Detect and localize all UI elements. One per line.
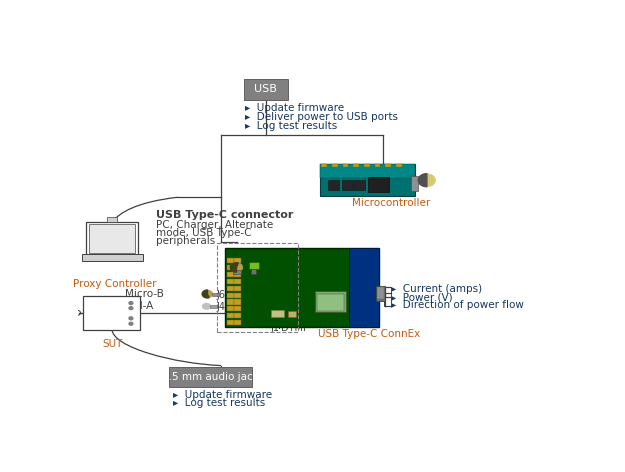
FancyBboxPatch shape — [328, 180, 339, 190]
Text: J4: J4 — [216, 302, 225, 312]
FancyBboxPatch shape — [227, 265, 234, 270]
Text: ▸  Log test results: ▸ Log test results — [173, 397, 265, 408]
FancyBboxPatch shape — [86, 222, 138, 255]
Circle shape — [202, 290, 212, 298]
FancyBboxPatch shape — [234, 272, 241, 277]
Text: mode, USB Type-C: mode, USB Type-C — [156, 228, 251, 238]
FancyBboxPatch shape — [320, 164, 415, 196]
FancyBboxPatch shape — [349, 248, 379, 327]
Polygon shape — [418, 174, 427, 187]
FancyBboxPatch shape — [317, 294, 344, 311]
Text: 3.5 mm audio jack: 3.5 mm audio jack — [162, 372, 259, 382]
FancyBboxPatch shape — [354, 180, 366, 190]
FancyBboxPatch shape — [288, 311, 296, 317]
Polygon shape — [230, 263, 239, 272]
FancyBboxPatch shape — [234, 286, 241, 291]
Text: ▸  Deliver power to USB ports: ▸ Deliver power to USB ports — [245, 112, 398, 122]
FancyBboxPatch shape — [234, 299, 241, 304]
FancyBboxPatch shape — [227, 258, 234, 263]
FancyBboxPatch shape — [234, 313, 241, 318]
Polygon shape — [202, 290, 209, 298]
FancyBboxPatch shape — [212, 293, 219, 296]
Circle shape — [129, 322, 133, 325]
FancyBboxPatch shape — [271, 310, 284, 317]
FancyBboxPatch shape — [342, 164, 348, 167]
Text: J6: J6 — [216, 290, 225, 300]
Text: Proxy Controller: Proxy Controller — [72, 279, 156, 289]
Text: J1: J1 — [271, 323, 280, 334]
FancyBboxPatch shape — [251, 269, 256, 274]
FancyBboxPatch shape — [396, 164, 402, 167]
Text: Micro-B: Micro-B — [124, 289, 163, 299]
FancyBboxPatch shape — [107, 217, 117, 222]
FancyBboxPatch shape — [227, 306, 234, 312]
FancyBboxPatch shape — [227, 272, 234, 277]
FancyBboxPatch shape — [227, 320, 234, 325]
FancyBboxPatch shape — [211, 305, 217, 308]
Text: ▸  Log test results: ▸ Log test results — [245, 121, 338, 131]
FancyBboxPatch shape — [169, 367, 251, 387]
FancyBboxPatch shape — [374, 164, 381, 167]
FancyBboxPatch shape — [234, 306, 241, 312]
FancyBboxPatch shape — [227, 299, 234, 304]
FancyBboxPatch shape — [320, 164, 415, 177]
Circle shape — [129, 317, 133, 320]
FancyBboxPatch shape — [315, 291, 346, 312]
FancyBboxPatch shape — [332, 164, 338, 167]
Text: ▸  Direction of power flow: ▸ Direction of power flow — [391, 300, 523, 310]
FancyBboxPatch shape — [249, 262, 259, 269]
FancyBboxPatch shape — [234, 293, 241, 298]
Text: USB Type-C ConnEx: USB Type-C ConnEx — [318, 329, 420, 339]
FancyBboxPatch shape — [376, 286, 385, 301]
Text: DTMF: DTMF — [281, 323, 308, 334]
FancyBboxPatch shape — [234, 265, 241, 270]
FancyBboxPatch shape — [353, 164, 359, 167]
Text: SUT: SUT — [102, 339, 123, 349]
Circle shape — [418, 174, 436, 187]
Circle shape — [230, 263, 242, 272]
Text: J2: J2 — [236, 276, 245, 286]
FancyBboxPatch shape — [232, 270, 241, 274]
Text: ▸  Update firmware: ▸ Update firmware — [173, 390, 272, 400]
FancyBboxPatch shape — [364, 164, 370, 167]
Text: ▸  Current (amps): ▸ Current (amps) — [391, 284, 482, 294]
Circle shape — [129, 307, 133, 310]
FancyBboxPatch shape — [227, 293, 234, 298]
FancyBboxPatch shape — [234, 320, 241, 325]
Text: USB Type-C connector: USB Type-C connector — [156, 211, 293, 220]
FancyBboxPatch shape — [411, 176, 418, 192]
FancyBboxPatch shape — [227, 286, 234, 291]
FancyBboxPatch shape — [89, 224, 135, 253]
FancyBboxPatch shape — [227, 278, 234, 284]
FancyBboxPatch shape — [342, 180, 353, 190]
FancyBboxPatch shape — [385, 164, 391, 167]
FancyBboxPatch shape — [376, 287, 384, 299]
Text: ▸  Power (V): ▸ Power (V) — [391, 292, 452, 302]
Circle shape — [202, 303, 211, 310]
Text: J3: J3 — [251, 276, 261, 286]
FancyBboxPatch shape — [234, 278, 241, 284]
FancyBboxPatch shape — [84, 296, 140, 329]
FancyBboxPatch shape — [368, 177, 389, 192]
FancyBboxPatch shape — [226, 248, 379, 327]
FancyBboxPatch shape — [244, 79, 288, 100]
Circle shape — [129, 302, 133, 304]
FancyBboxPatch shape — [227, 313, 234, 318]
Text: ▸  Update firmware: ▸ Update firmware — [245, 103, 344, 113]
Text: peripherals: peripherals — [156, 236, 215, 246]
Text: PC, Charger, Alternate: PC, Charger, Alternate — [156, 219, 273, 229]
Text: Standard-A: Standard-A — [96, 301, 154, 312]
FancyBboxPatch shape — [81, 254, 143, 261]
FancyBboxPatch shape — [321, 164, 327, 167]
Text: Microcontroller: Microcontroller — [352, 198, 430, 208]
Text: USB: USB — [254, 84, 278, 94]
FancyBboxPatch shape — [234, 258, 241, 263]
